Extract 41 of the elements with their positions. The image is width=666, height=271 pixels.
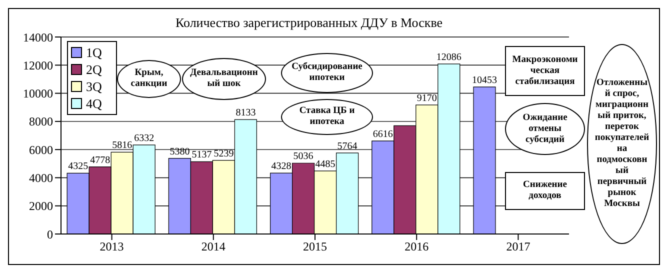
y-tick-label: 10000 (23, 86, 53, 101)
x-tick-label: 2013 (100, 240, 124, 254)
data-label: 4778 (90, 154, 110, 166)
x-tick-label: 2016 (404, 240, 429, 254)
y-tick-label: 8000 (29, 114, 53, 129)
y-tick-label: 14000 (23, 30, 53, 44)
annotation: Ставка ЦБ и ипотека (298, 106, 356, 128)
y-tick-label: 6000 (29, 142, 53, 157)
data-label: 5036 (293, 151, 314, 162)
data-label: 8133 (236, 108, 256, 119)
y-tick-label: 4000 (29, 170, 53, 185)
legend-label: 3Q (86, 78, 102, 95)
annotation: Макроэкономическая стабилизация (512, 54, 578, 88)
data-label: 5764 (337, 140, 358, 152)
data-label: 4485 (315, 158, 336, 170)
data-label: 4325 (68, 161, 88, 172)
data-label: 6332 (134, 132, 154, 144)
text: Отложенный спрос, миграционный приток, переток покупателей на подмосковный первичный рынок Москвы (594, 78, 650, 209)
data-label: 10453 (472, 74, 497, 86)
data-label: 5137 (192, 150, 212, 161)
data-label: 4328 (271, 161, 292, 172)
y-tick-label: 12000 (23, 58, 53, 72)
data-label: 6616 (372, 128, 393, 140)
data-label: 9170 (416, 92, 437, 104)
annotation: Субсидирование ипотеки (290, 62, 364, 84)
x-tick-label: 2017 (506, 240, 530, 254)
legend-label: 4Q (86, 95, 102, 112)
data-label: 5816 (112, 140, 132, 152)
x-tick-label: 2014 (201, 240, 226, 254)
legend-label: 1Q (86, 44, 102, 61)
annotation: Снижение доходов (522, 180, 568, 202)
legend-label: 2Q (86, 61, 102, 78)
chart-title: Количество зарегистрированных ДДУ в Москве (174, 15, 444, 31)
annotation: Девальвационный шок (189, 68, 259, 90)
data-label: 5239 (214, 148, 234, 160)
x-tick-label: 2015 (303, 240, 327, 254)
annotation: Ожидание отмены субсидий (522, 112, 568, 146)
y-tick-label: 0 (47, 227, 53, 242)
y-tick-label: 2000 (29, 199, 53, 214)
annotation: Крым, санкции (130, 68, 168, 90)
data-label: 12086 (436, 52, 462, 63)
